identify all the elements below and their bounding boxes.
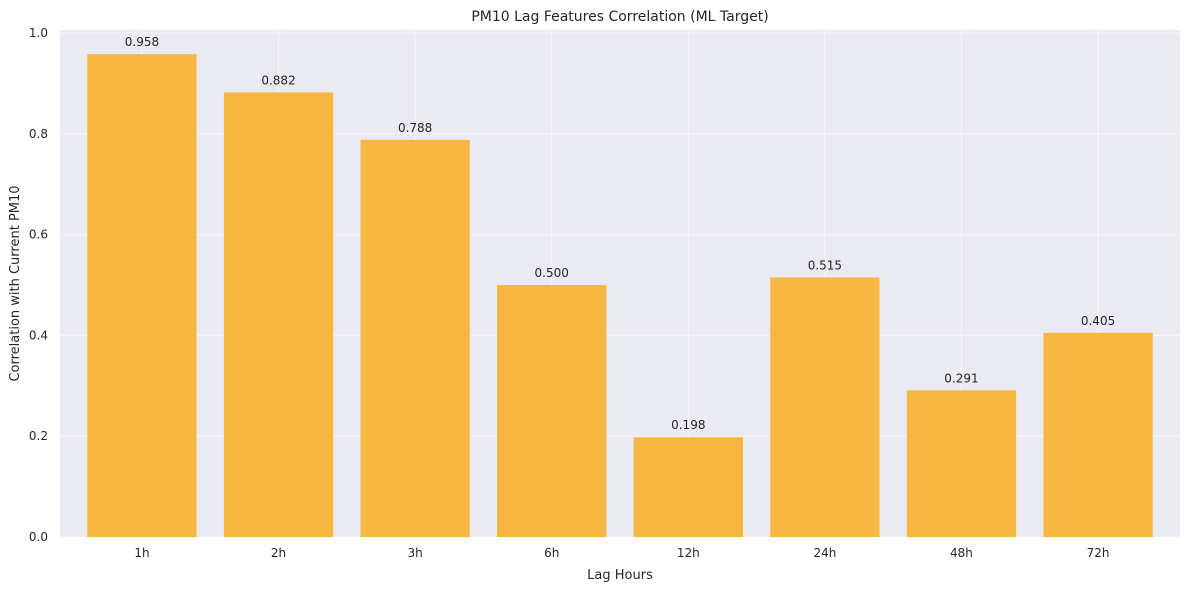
bar-value-label: 0.291 <box>944 371 978 385</box>
bar-24h <box>770 277 880 537</box>
y-tick-label: 0.6 <box>29 228 48 242</box>
x-tick-label: 72h <box>1087 546 1110 560</box>
bar-value-label: 0.788 <box>398 121 432 135</box>
chart-title: PM10 Lag Features Correlation (ML Target… <box>471 9 768 25</box>
bars <box>87 54 1153 537</box>
y-tick-label: 0.4 <box>29 328 48 342</box>
bar-value-labels: 0.958 0.882 0.788 0.500 0.198 0.515 0.291 0.405 <box>125 35 1115 432</box>
y-axis-label: Correlation with Current PM10 <box>8 185 23 381</box>
bar-12h <box>633 437 743 537</box>
bar-2h <box>223 92 334 537</box>
x-tick-label: 12h <box>677 546 700 560</box>
y-axis-ticks: 0.0 0.2 0.4 0.6 0.8 1.0 <box>29 26 48 544</box>
bar-48h <box>906 390 1017 537</box>
x-tick-label: 24h <box>813 546 836 560</box>
bar-value-label: 0.958 <box>125 35 159 49</box>
bar-72h <box>1043 332 1153 537</box>
x-tick-label: 1h <box>134 546 149 560</box>
bar-value-label: 0.198 <box>671 418 705 432</box>
bar-6h <box>497 285 607 537</box>
bar-value-label: 0.405 <box>1081 314 1115 328</box>
x-axis-label: Lag Hours <box>587 568 653 583</box>
bar-value-label: 0.500 <box>535 266 569 280</box>
y-tick-label: 0.0 <box>29 530 48 544</box>
y-tick-label: 1.0 <box>29 26 48 40</box>
x-tick-label: 6h <box>544 546 559 560</box>
bar-3h <box>360 139 470 537</box>
x-tick-label: 3h <box>407 546 422 560</box>
y-tick-label: 0.8 <box>29 127 48 141</box>
bar-1h <box>87 54 197 537</box>
x-tick-label: 48h <box>950 546 973 560</box>
bar-value-label: 0.515 <box>808 258 842 272</box>
bar-value-label: 0.882 <box>261 73 295 87</box>
x-axis-ticks: 1h 2h 3h 6h 12h 24h 48h 72h <box>134 546 1109 560</box>
y-tick-label: 0.2 <box>29 429 48 443</box>
x-tick-label: 2h <box>271 546 286 560</box>
